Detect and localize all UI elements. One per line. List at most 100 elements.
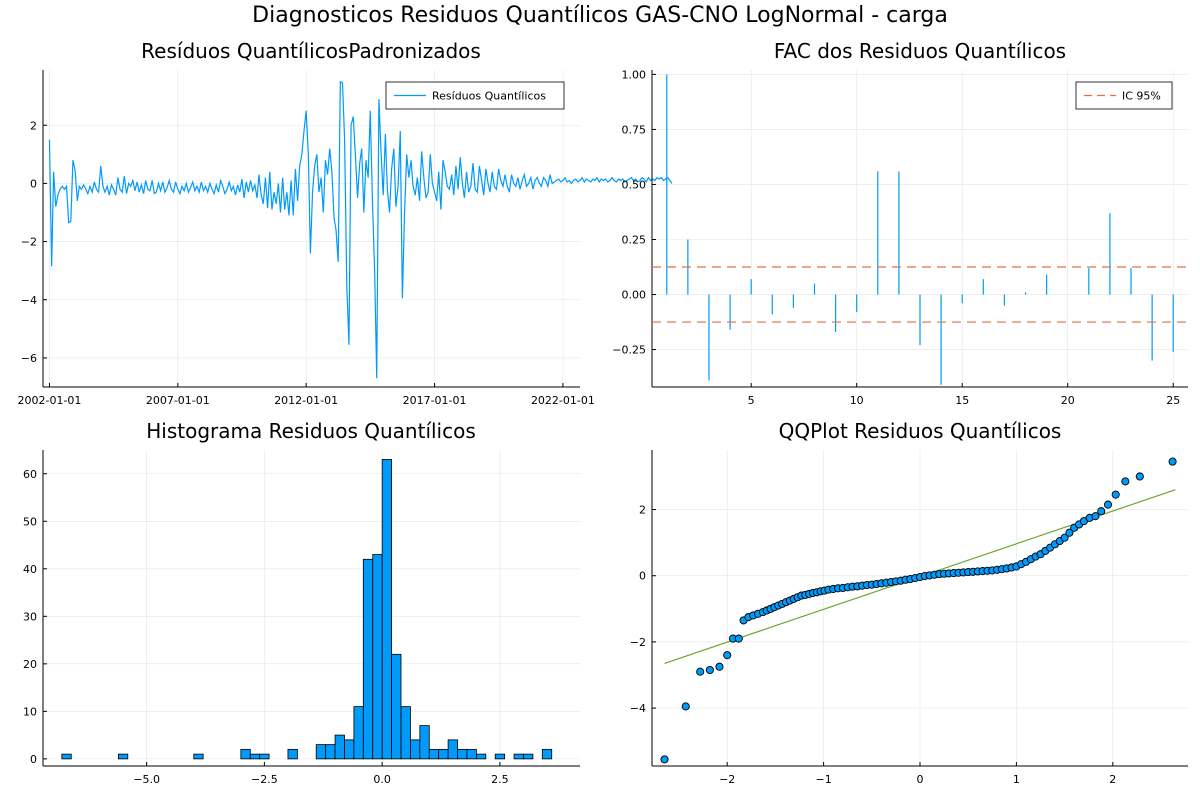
panel-title-acf: FAC dos Residuos Quantílicos: [774, 39, 1066, 63]
histogram-bar: [494, 753, 506, 760]
histogram-bar: [334, 734, 345, 760]
x-tick-label: 20: [1061, 394, 1075, 407]
qq-point: [734, 634, 743, 643]
qq-point: [705, 665, 714, 675]
panel-title-qqplot: QQPlot Residuos Quantílicos: [779, 419, 1062, 443]
x-tick-label: 2.5: [491, 773, 509, 786]
histogram-bar: [419, 725, 430, 760]
histogram-bar: [362, 558, 374, 760]
qq-point: [1103, 500, 1113, 509]
qq-point: [1135, 472, 1144, 481]
qq-point: [696, 667, 705, 676]
y-tick-label: 20: [23, 658, 37, 671]
y-tick-label: 10: [23, 705, 37, 718]
series-line-residuos: [48, 80, 673, 379]
histogram-bar: [523, 753, 534, 760]
x-tick-label: 2002-01-01: [17, 394, 81, 407]
x-tick-label: 2: [1109, 773, 1116, 786]
x-tick-label: −5.0: [133, 773, 160, 786]
y-tick-label: 60: [23, 468, 37, 481]
y-tick-label: −6: [21, 352, 37, 365]
legend: Resíduos Quantílicos: [385, 81, 565, 110]
x-tick-label: 0.0: [373, 773, 391, 786]
y-tick-label: 30: [23, 610, 37, 623]
legend-label: Resíduos Quantílicos: [432, 90, 546, 103]
panel-acf: FAC dos Residuos Quantílicos 5 10 15 20 25 −0…: [612, 39, 1188, 407]
histogram-bar: [117, 753, 129, 760]
histogram-bar: [438, 748, 449, 760]
x-tick-label: 2012-01-01: [274, 394, 338, 407]
legend-label: IC 95%: [1122, 90, 1161, 103]
plot-area-acf: 5 10 15 20 25 −0.25 0.00 0.25 0.50 0.75 1.00 IC 95%: [612, 68, 1188, 407]
panel-title-histogram: Histograma Residuos Quantílicos: [146, 419, 476, 443]
histogram-bar: [457, 748, 468, 760]
qq-point: [1091, 512, 1100, 521]
y-tick-label: 0: [30, 177, 37, 190]
qq-point: [1065, 528, 1074, 537]
x-tick-label: 10: [850, 394, 864, 407]
y-tick-label: 40: [23, 563, 37, 576]
y-tick-label: −4: [21, 294, 37, 307]
x-tick-label: −2: [719, 773, 735, 786]
histogram-bar: [353, 706, 364, 760]
x-tick-label: 25: [1166, 394, 1180, 407]
histogram-bar: [259, 753, 270, 760]
histogram-bar: [466, 748, 477, 760]
x-tick-label: 0: [917, 773, 924, 786]
qq-point: [1168, 457, 1177, 466]
figure-title: Diagnosticos Residuos Quantílicos GAS-CN…: [252, 3, 948, 28]
histogram-bar: [315, 744, 327, 760]
y-tick-label: −4: [630, 702, 646, 715]
histogram-bar: [400, 706, 411, 760]
histogram-bar: [193, 753, 204, 760]
histogram-bar: [428, 748, 440, 760]
histogram-bar: [240, 748, 251, 760]
y-tick-label: 0: [639, 570, 646, 583]
panel-histogram: Histograma Residuos Quantílicos −5.0 −2.5…: [23, 419, 580, 786]
histogram-bar: [372, 554, 383, 760]
histogram-bar: [344, 739, 355, 760]
plot-area-histogram: −5.0 −2.5 0.0 2.5 0 10 20 30 40 50 60: [23, 450, 580, 786]
legend: IC 95%: [1075, 81, 1173, 110]
qq-point: [1111, 490, 1120, 499]
plot-area-qqplot: −2 −1 0 1 2 −4 −2 0 2: [630, 450, 1188, 786]
x-tick-label: 2007-01-01: [146, 394, 210, 407]
y-tick-label: −0.25: [612, 344, 646, 357]
panel-residuals: Resíduos QuantílicosPadronizados 2002-01…: [17, 39, 673, 407]
y-tick-label: −2: [21, 236, 37, 249]
x-tick-label: 1: [1013, 773, 1020, 786]
histogram-bar: [287, 748, 298, 760]
qq-point: [681, 702, 690, 711]
qq-point: [715, 662, 724, 671]
panel-qqplot: QQPlot Residuos Quantílicos −2 −1 0 1 2 −4 −2 0…: [630, 419, 1188, 786]
y-tick-label: −2: [630, 636, 646, 649]
qq-point: [1097, 507, 1106, 516]
y-tick-label: 0.00: [622, 289, 647, 302]
panel-title-residuals: Resíduos QuantílicosPadronizados: [141, 39, 481, 63]
y-tick-label: 1.00: [622, 68, 647, 81]
y-tick-label: 2: [639, 504, 646, 517]
x-tick-label: 5: [748, 394, 755, 407]
x-tick-label: −2.5: [251, 773, 278, 786]
histogram-bar: [513, 753, 524, 760]
histogram-bar: [541, 748, 553, 760]
qq-point: [660, 755, 669, 764]
x-tick-label: 15: [955, 394, 969, 407]
y-tick-label: 0: [30, 753, 37, 766]
qq-point: [1121, 477, 1130, 486]
y-tick-label: 2: [30, 119, 37, 132]
y-tick-label: 0.25: [622, 234, 647, 247]
histogram-bar: [475, 753, 487, 760]
plot-area-residuals: 2002-01-01 2007-01-01 2012-01-01 2017-01-01…: [17, 70, 673, 407]
histogram-bar: [249, 753, 261, 760]
x-tick-label: −1: [815, 773, 831, 786]
histogram-bar: [447, 739, 458, 760]
histogram-bar: [61, 753, 72, 760]
histogram-bar: [391, 653, 402, 760]
y-tick-label: 50: [23, 515, 37, 528]
qq-point: [1060, 533, 1069, 542]
x-tick-label: 2022-01-01: [531, 394, 595, 407]
y-tick-label: 0.50: [622, 178, 647, 191]
histogram-bar: [381, 459, 392, 760]
